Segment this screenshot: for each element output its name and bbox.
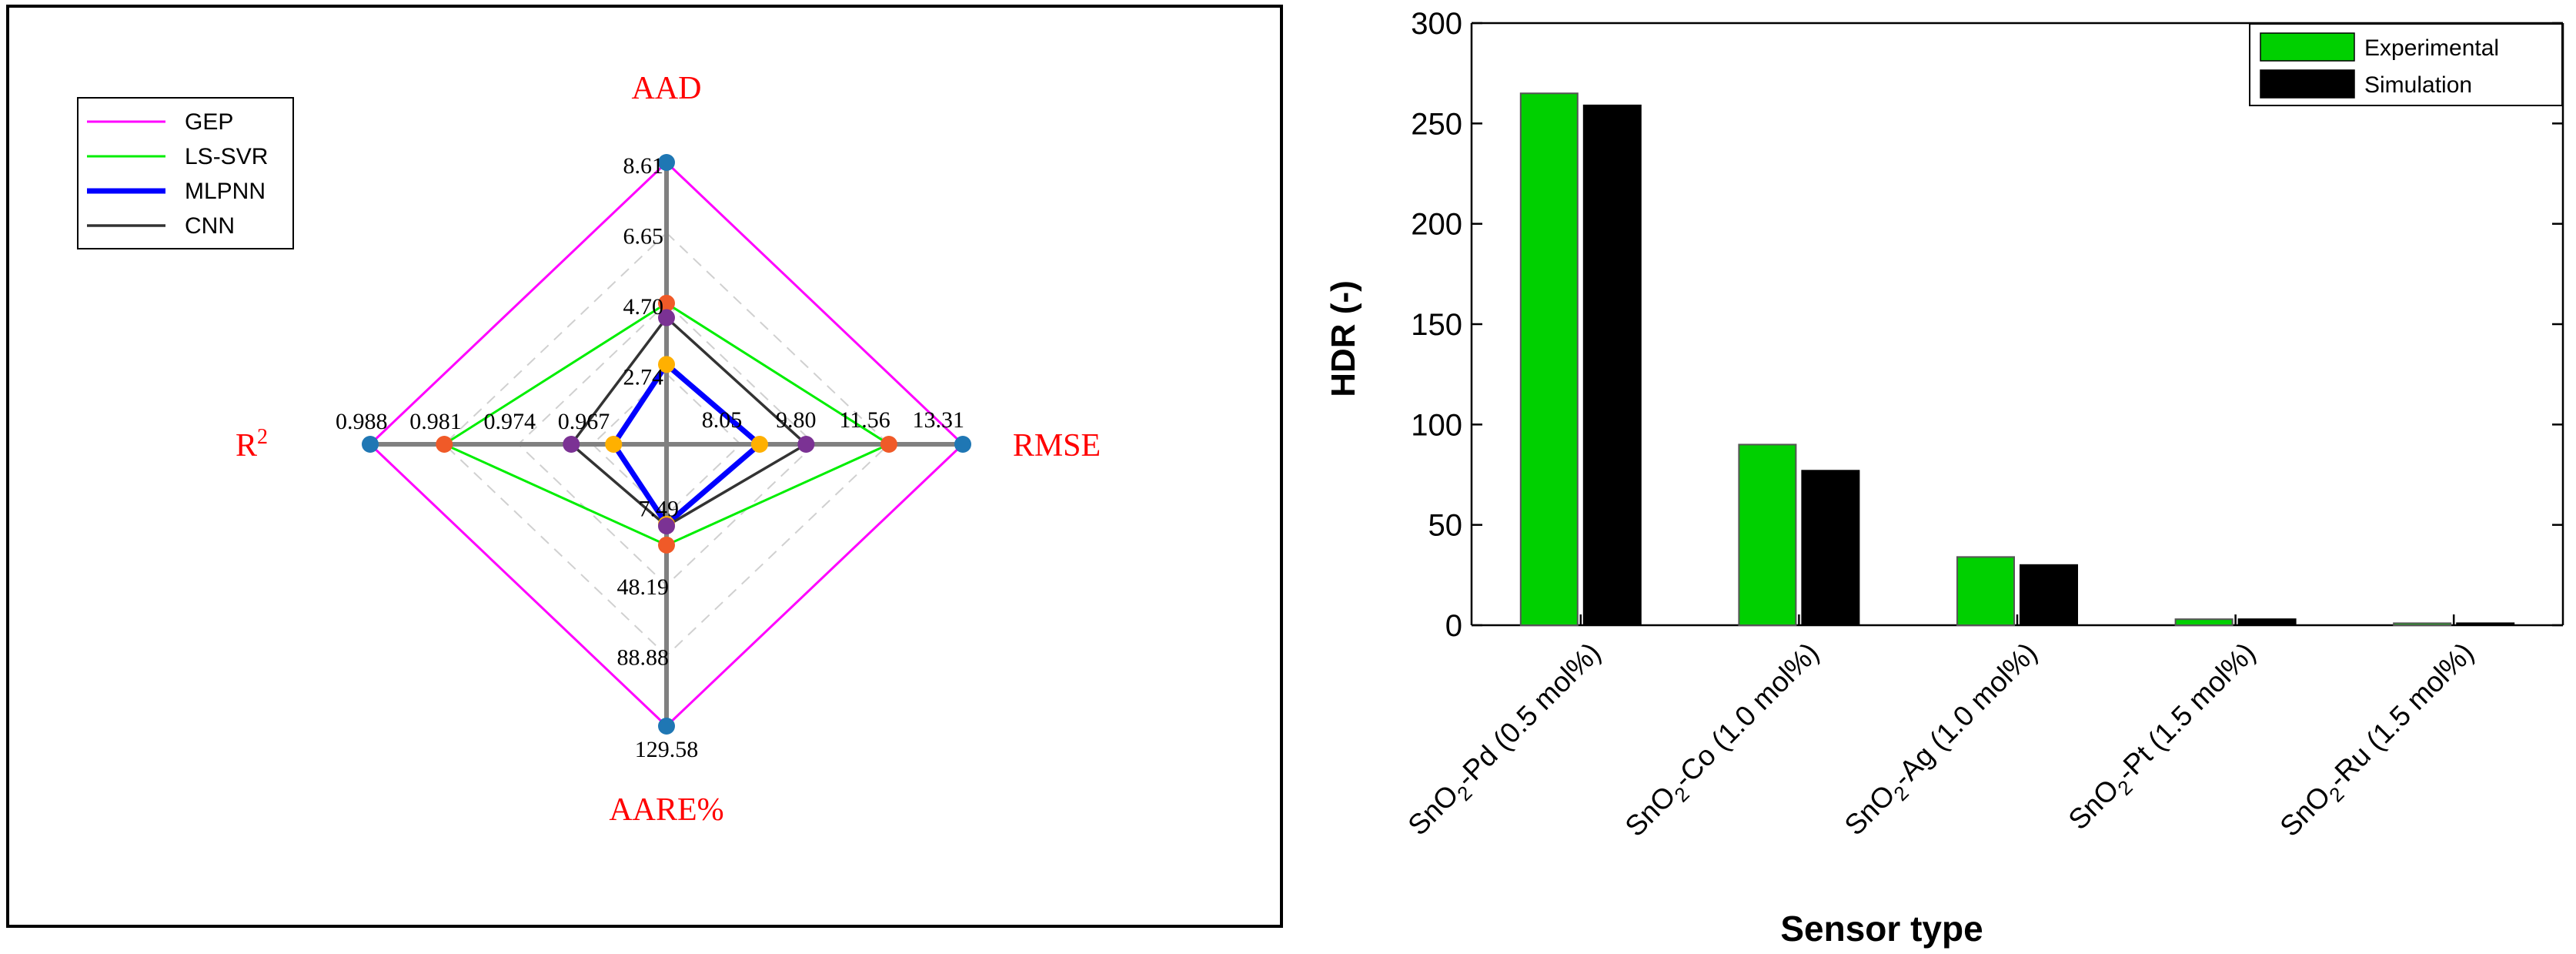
- tick-aad-4: 2.74: [623, 365, 664, 390]
- tick-rmse-3: 11.56: [839, 407, 890, 433]
- tick-rmse-4: 13.31: [913, 407, 965, 433]
- x-tick-label-1: SnO2-Pd (0.5 mol%): [1402, 637, 1611, 846]
- series-gep-point-3: [658, 718, 675, 735]
- tick-aad-2: 6.65: [623, 224, 664, 249]
- series-ls-svr-point-3: [658, 536, 675, 554]
- bar-simulation-3: [2020, 564, 2078, 626]
- tick-r2-3: 0.974: [484, 409, 536, 434]
- tick-rmse-2: 9.80: [776, 407, 817, 433]
- series-ls-svr-point-2: [880, 436, 897, 453]
- y-tick-label-5: 250: [1411, 107, 1462, 141]
- series-gep-point-2: [954, 436, 971, 453]
- bar-simulation-1: [1582, 104, 1642, 626]
- tick-aad-3: 4.70: [623, 294, 664, 320]
- series-mlpnn-point-1: [658, 356, 675, 373]
- legend-swatch-experimental: [2260, 32, 2355, 62]
- series-ls-svr-point-1: [658, 294, 675, 312]
- radar-tick-labels: 8.61 6.65 4.70 2.74 8.05 9.80 11.56 13.31 7.49 48…: [336, 153, 964, 762]
- bar-experimental-5: [2393, 622, 2452, 626]
- y-tick-label-6: 300: [1411, 7, 1462, 41]
- legend-label-cnn: CNN: [185, 213, 235, 239]
- bar-y-tick-labels: 0 50 100 150 200 250 300: [1411, 7, 1462, 643]
- y-tick-label-0: 0: [1445, 609, 1462, 643]
- bar-experimental-2: [1738, 444, 1797, 627]
- series-ls-svr-point-4: [436, 436, 453, 453]
- tick-aare-1: 7.49: [639, 497, 680, 522]
- legend-label-simulation: Simulation: [2364, 72, 2472, 98]
- radar-axis-labels: AAD RMSE AARE% R2: [236, 71, 1101, 828]
- bar-simulation-4: [2237, 618, 2297, 626]
- axis-label-r: R2: [236, 425, 268, 464]
- tick-aare-2: 48.19: [617, 574, 670, 600]
- x-tick-label-5: SnO2-Ru (1.5 mol%): [2274, 637, 2484, 847]
- tick-aad-1: 8.61: [623, 153, 664, 179]
- y-tick-label-1: 50: [1428, 509, 1463, 543]
- y-axis-label: HDR (-): [1325, 280, 1362, 397]
- series-cnn-point-2: [797, 436, 815, 453]
- series-gep-point-1: [658, 154, 675, 171]
- tick-aare-4: 129.58: [635, 737, 699, 762]
- radar-chart-panel: 8.61 6.65 4.70 2.74 8.05 9.80 11.56 13.31 7.49 48…: [6, 5, 1283, 928]
- bar-experimental-1: [1519, 92, 1579, 626]
- y-tick-label-4: 200: [1411, 208, 1462, 242]
- x-tick-label-2: SnO2-Co (1.0 mol%): [1619, 637, 1829, 847]
- axis-label-aad: AAD: [632, 71, 702, 106]
- axis-label-aare-pct: AARE%: [609, 792, 723, 828]
- series-mlpnn-point-4: [605, 436, 623, 453]
- tick-r2-1: 0.988: [336, 409, 388, 434]
- bar-simulation-2: [1801, 470, 1860, 627]
- axis-label-rmse: RMSE: [1013, 428, 1101, 464]
- bar-experimental-3: [1956, 556, 2015, 627]
- legend-swatch-simulation: [2260, 69, 2355, 99]
- bar-legend: Experimental Simulation: [2249, 23, 2563, 106]
- series-cnn-point-4: [563, 436, 580, 453]
- tick-rmse-1: 8.05: [702, 407, 743, 433]
- legend-label-mlpnn: MLPNN: [185, 179, 266, 204]
- bar-experimental-4: [2174, 618, 2234, 626]
- tick-r2-2: 0.981: [409, 409, 462, 434]
- y-tick-label-3: 150: [1411, 308, 1462, 342]
- radar-legend: GEP LS-SVR MLPNN CNN: [77, 97, 294, 249]
- radar-series: [362, 154, 971, 735]
- bar-x-tick-labels: SnO2-Pd (0.5 mol%)SnO2-Co (1.0 mol%)SnO2…: [1402, 637, 2484, 847]
- y-tick-label-2: 100: [1411, 408, 1462, 442]
- x-tick-label-4: SnO2-Pt (1.5 mol%): [2062, 637, 2265, 840]
- tick-r2-4: 0.967: [558, 409, 610, 434]
- series-mlpnn-point-2: [750, 436, 768, 453]
- series-gep-point-4: [362, 436, 379, 453]
- x-tick-label-3: SnO2-Ag (1.0 mol%): [1839, 637, 2048, 846]
- series-cnn-point-3: [658, 517, 675, 535]
- legend-label-ls-svr: LS-SVR: [185, 144, 268, 169]
- legend-box: [77, 97, 294, 249]
- bar-series: [1519, 92, 2515, 627]
- legend-label-experimental: Experimental: [2364, 35, 2499, 61]
- series-cnn-point-1: [658, 309, 675, 326]
- legend-label-gep: GEP: [185, 109, 233, 135]
- x-axis-label: Sensor type: [1780, 909, 1983, 949]
- bar-simulation-5: [2456, 622, 2515, 626]
- tick-aare-3: 88.88: [617, 645, 670, 671]
